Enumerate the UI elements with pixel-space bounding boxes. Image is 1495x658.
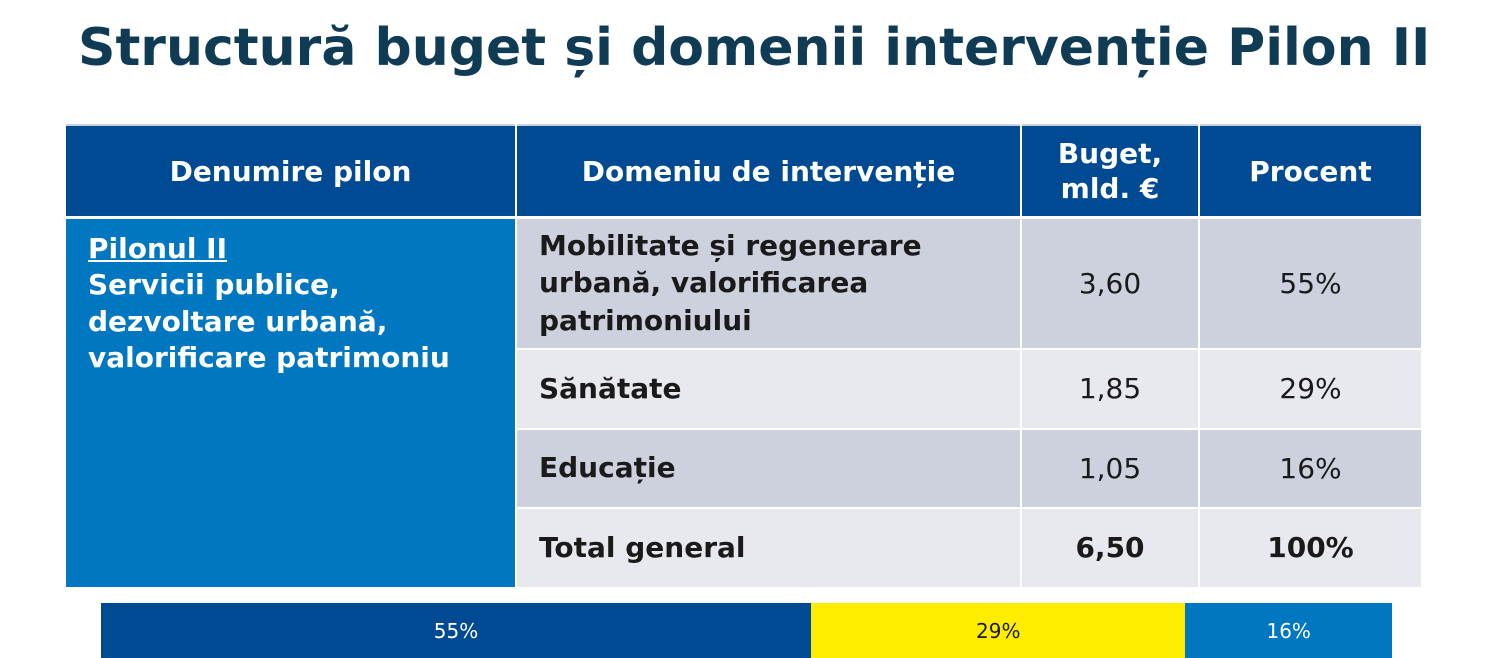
bar-segment-mobilitate: 55%	[101, 603, 812, 658]
pilon-cell: Pilonul II Servicii publice, dezvoltare …	[66, 216, 517, 589]
table-total-row: Total general 6,50 100%	[66, 506, 1421, 589]
total-percent-cell: 100%	[1198, 506, 1421, 589]
percent-cell: 55%	[1198, 216, 1421, 350]
budget-table: Denumire pilon Domeniu de intervenție Bu…	[66, 124, 1421, 589]
bar-segment-sanatate: 29%	[811, 603, 1186, 658]
page-title: Structură buget și domenii intervenție P…	[78, 18, 1431, 78]
pilon-name: Pilonul II	[88, 232, 228, 265]
budget-cell: 1,05	[1020, 427, 1200, 509]
domain-cell: Educație	[515, 427, 1022, 509]
percent-cell: 16%	[1198, 427, 1421, 509]
header-pilon: Denumire pilon	[66, 124, 517, 219]
budget-cell: 1,85	[1020, 347, 1200, 430]
table-header-row: Denumire pilon Domeniu de intervenție Bu…	[66, 124, 1421, 219]
percent-cell: 29%	[1198, 347, 1421, 430]
percent-bar: 55% 29% 16%	[101, 603, 1392, 658]
domain-cell: Mobilitate și regenerare urbană, valorif…	[515, 216, 1022, 350]
pilon-description: Servicii publice, dezvoltare urbană, val…	[88, 268, 450, 375]
bar-segment-educatie: 16%	[1185, 603, 1392, 658]
total-label-cell: Total general	[515, 506, 1022, 589]
total-budget-cell: 6,50	[1020, 506, 1200, 589]
header-percent: Procent	[1198, 124, 1421, 219]
domain-cell: Sănătate	[515, 347, 1022, 430]
budget-cell: 3,60	[1020, 216, 1200, 350]
table-row: Pilonul II Servicii publice, dezvoltare …	[66, 216, 1421, 589]
header-budget: Buget, mld. €	[1020, 124, 1200, 219]
header-domain: Domeniu de intervenție	[515, 124, 1022, 219]
table-row: Sănătate 1,85 29%	[66, 347, 1421, 430]
table-row: Educație 1,05 16%	[66, 427, 1421, 509]
